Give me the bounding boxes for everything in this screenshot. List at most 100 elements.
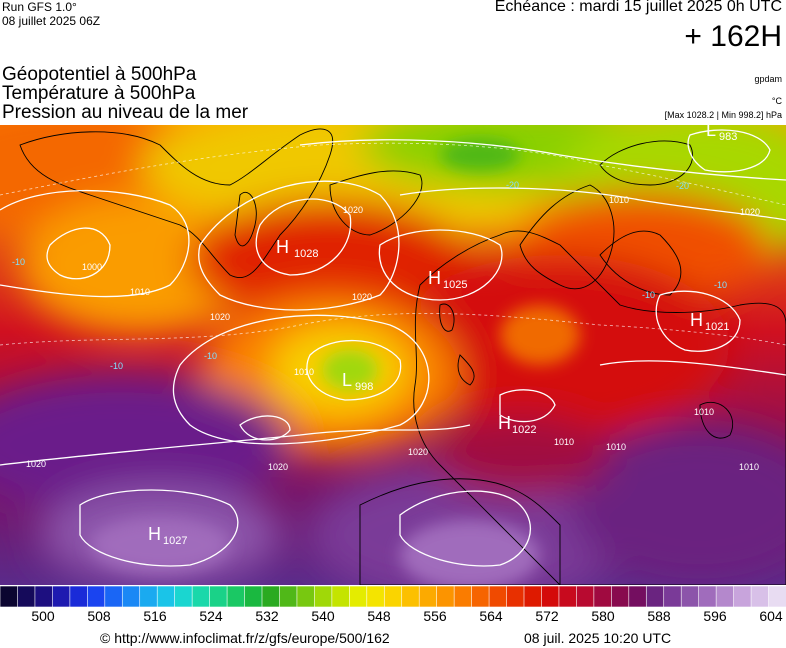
color-scale-tick: 532: [255, 608, 279, 624]
temperature-label: -10: [12, 257, 25, 267]
color-swatch: [750, 586, 770, 607]
color-swatch: [139, 586, 158, 607]
color-swatch: [331, 586, 351, 607]
color-swatch: [733, 586, 752, 607]
isobar-label: 1010: [130, 287, 150, 297]
isobar-label: 1010: [739, 462, 759, 472]
pressure-center: H 1028: [276, 237, 318, 260]
unit-geopotential: gpdam: [754, 74, 782, 84]
isobar-label: 1020: [352, 292, 372, 302]
geopotential-field: [0, 125, 786, 585]
pressure-center: H 1025: [428, 268, 467, 291]
color-swatch: [715, 586, 735, 607]
isobar-label: 1000: [82, 262, 102, 272]
color-swatch: [645, 586, 665, 607]
svg-text:H: H: [428, 268, 441, 288]
color-scale-tick: 540: [311, 608, 335, 624]
run-title: Run GFS 1.0°: [2, 0, 77, 14]
svg-text:H: H: [498, 413, 511, 433]
temperature-label: -10: [642, 290, 655, 300]
temperature-labels: -20 -20 -10 -10 -10 -10 -10: [12, 180, 727, 371]
svg-text:H: H: [276, 237, 289, 257]
color-scale-tick: 588: [647, 608, 671, 624]
color-scale-tick: 516: [143, 608, 167, 624]
color-scale-tick: 572: [535, 608, 559, 624]
color-swatch: [121, 586, 141, 607]
color-scale-tick: 508: [87, 608, 111, 624]
pressure-center: H 1027: [148, 524, 187, 547]
color-swatch: [453, 586, 473, 607]
color-scale: [0, 586, 786, 607]
source-credit: © http://www.infoclimat.fr/z/gfs/europe/…: [100, 630, 390, 646]
svg-text:1025: 1025: [443, 279, 467, 291]
pressure-center: H 1021: [690, 310, 729, 333]
svg-text:1022: 1022: [512, 424, 536, 436]
color-swatch: [314, 586, 333, 607]
svg-text:H: H: [690, 310, 703, 330]
color-swatch: [698, 586, 717, 607]
weather-map: H 1028 H 1025 H 1021 H 1022 H 1027 L 998 L 983 …: [0, 125, 786, 585]
color-swatch: [261, 586, 281, 607]
layer-geopotential: Géopotentiel à 500hPa: [2, 64, 197, 85]
color-swatch: [593, 586, 613, 607]
color-swatch: [488, 586, 508, 607]
pressure-range: [Max 1028.2 | Min 998.2] hPa: [664, 110, 782, 120]
svg-text:998: 998: [355, 381, 373, 393]
color-scale-tick: 524: [199, 608, 223, 624]
pressure-center: L 998: [342, 370, 373, 393]
color-swatch: [506, 586, 525, 607]
isobar-label: 1010: [294, 367, 314, 377]
layer-temperature: Température à 500hPa: [2, 83, 196, 104]
unit-temperature: °C: [771, 96, 782, 106]
isobar-label: 1020: [268, 462, 288, 472]
isobar-label: 1020: [343, 205, 363, 215]
color-swatch: [418, 586, 438, 607]
temperature-lines: [0, 142, 786, 346]
isobar-label: 1010: [554, 437, 574, 447]
isobar-label: 1020: [26, 459, 46, 469]
pressure-center: L 983: [706, 125, 737, 143]
color-swatch: [244, 586, 263, 607]
lead-time: + 162H: [684, 20, 782, 53]
temperature-label: -10: [714, 280, 727, 290]
temperature-label: -20: [676, 181, 689, 191]
color-swatch: [383, 586, 403, 607]
color-scale-tick: 596: [703, 608, 727, 624]
color-swatch: [191, 586, 211, 607]
temperature-label: -20: [506, 180, 519, 190]
color-scale-tick: 580: [591, 608, 615, 624]
svg-text:983: 983: [719, 131, 737, 143]
color-swatch: [541, 586, 560, 607]
svg-text:L: L: [342, 370, 352, 390]
isobar-label: 1010: [609, 195, 629, 205]
color-scale-tick: 556: [423, 608, 447, 624]
run-date: 08 juillet 2025 06Z: [2, 14, 101, 28]
color-swatch: [663, 586, 682, 607]
color-swatch: [174, 586, 193, 607]
isobar-label: 1010: [606, 442, 626, 452]
color-swatch: [69, 586, 89, 607]
color-swatch: [436, 586, 455, 607]
svg-text:1027: 1027: [163, 535, 187, 547]
isobar-label: 1020: [740, 207, 760, 217]
color-swatch: [349, 586, 368, 607]
color-scale-tick: 564: [479, 608, 503, 624]
svg-text:L: L: [706, 125, 716, 140]
color-swatch: [156, 586, 176, 607]
isobar-labels: 1000 1010 1020 1020 1010 1020 1020 1020 …: [26, 195, 760, 472]
generated-date: 08 juil. 2025 10:20 UTC: [524, 630, 672, 646]
svg-text:H: H: [148, 524, 161, 544]
color-swatch: [523, 586, 543, 607]
color-swatch: [0, 586, 19, 607]
pressure-centers: H 1028 H 1025 H 1021 H 1022 H 1027 L 998 L 983: [148, 125, 737, 547]
temperature-label: -10: [204, 351, 217, 361]
isobar-label: 1020: [210, 312, 230, 322]
color-swatch: [768, 586, 786, 607]
temperature-label: -10: [110, 361, 123, 371]
color-swatch: [628, 586, 648, 607]
pressure-center: H 1022: [498, 413, 536, 436]
color-scale-tick: 604: [759, 608, 783, 624]
color-scale-ticks: 500 508 516 524 532 540 548 556 564 572 580 588 596 6…: [0, 608, 786, 628]
color-scale-tick: 548: [367, 608, 391, 624]
valid-time: Echéance : mardi 15 juillet 2025 0h UTC: [494, 0, 782, 15]
